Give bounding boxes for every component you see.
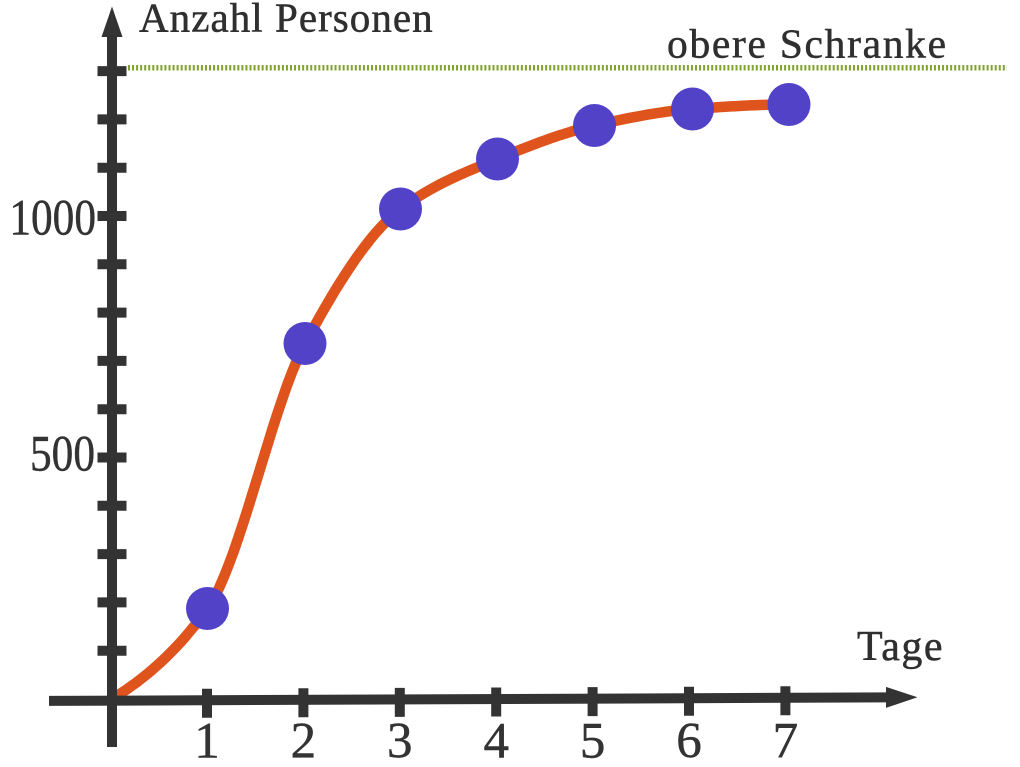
svg-text:7: 7 xyxy=(773,714,799,763)
svg-text:500: 500 xyxy=(30,426,95,482)
svg-text:1000: 1000 xyxy=(9,190,96,246)
svg-text:4: 4 xyxy=(483,714,509,763)
svg-text:6: 6 xyxy=(676,714,702,763)
svg-text:Tage: Tage xyxy=(857,624,944,670)
svg-text:Anzahl Personen: Anzahl Personen xyxy=(139,0,434,41)
svg-text:1: 1 xyxy=(194,714,220,763)
svg-text:obere Schranke: obere Schranke xyxy=(667,21,948,67)
svg-text:2: 2 xyxy=(291,714,317,763)
svg-text:5: 5 xyxy=(580,714,606,763)
svg-text:3: 3 xyxy=(387,714,413,763)
